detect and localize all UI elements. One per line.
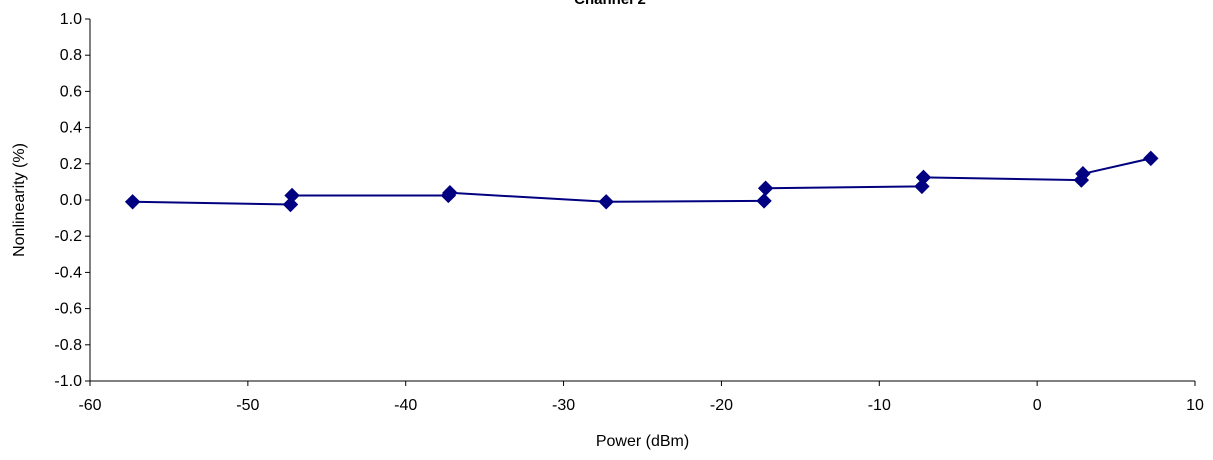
y-tick-label: -1.0	[54, 373, 82, 390]
data-point	[757, 180, 774, 196]
data-point	[756, 193, 772, 209]
y-tick-label: 0.0	[60, 192, 82, 209]
y-tick-label: 0.4	[60, 120, 82, 137]
y-tick-label: -0.2	[54, 228, 82, 245]
data-point	[1075, 166, 1091, 182]
data-point	[598, 194, 614, 210]
data-point	[915, 169, 932, 186]
y-tick-label: 0.2	[60, 156, 82, 173]
y-tick-label: 1.0	[60, 11, 82, 28]
y-tick-label: 0.6	[60, 83, 82, 100]
x-axis-label: Power (dBm)	[596, 433, 689, 450]
y-tick-label: 0.8	[60, 47, 82, 64]
y-tick-label: -0.6	[54, 301, 82, 318]
y-tick-label: -0.4	[54, 264, 82, 281]
y-tick-label: -0.8	[54, 337, 82, 354]
x-tick-label: -10	[868, 397, 891, 414]
y-axis-label: Nonlinearity (%)	[11, 143, 28, 257]
data-point	[442, 185, 458, 201]
x-tick-label: -40	[394, 397, 417, 414]
plot-area: 1.0 0.8 0.6 0.4 0.2 0.0 -0.2 -0.4 -0.6 -0.8 -1.0 -6…	[54, 11, 1204, 414]
x-tick-label: -30	[552, 397, 575, 414]
series-line	[132, 157, 1152, 206]
x-tick-label: -60	[78, 397, 101, 414]
data-point	[124, 194, 141, 210]
x-tick-label: -20	[710, 397, 733, 414]
data-point	[284, 187, 300, 204]
x-tick-label: 10	[1186, 397, 1204, 414]
x-tick-label: 0	[1033, 397, 1042, 414]
data-point	[1143, 150, 1159, 167]
x-tick-label: -50	[236, 397, 259, 414]
chart-title: Channel 2	[574, 0, 646, 8]
